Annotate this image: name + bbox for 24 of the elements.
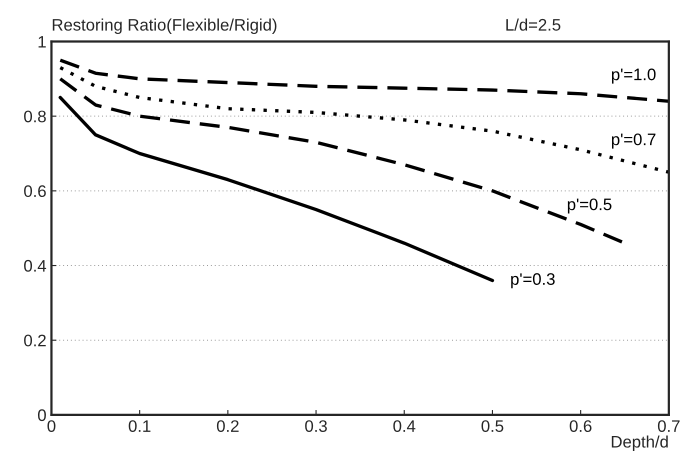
x-tick-label: 0.4 xyxy=(393,420,416,432)
series-label: p'=0.3 xyxy=(511,273,555,288)
x-tick-label: 0.7 xyxy=(658,420,680,432)
y-tick-label: 0.2 xyxy=(24,334,46,346)
y-tick-label: 0.6 xyxy=(24,185,46,198)
y-tick-label: 0 xyxy=(38,409,46,422)
line-series xyxy=(58,66,669,174)
x-tick-label: 0.1 xyxy=(128,420,150,432)
y-tick-label: 1 xyxy=(38,36,46,48)
x-tick-label: 0 xyxy=(47,420,56,432)
x-tick-label: 0.2 xyxy=(216,420,239,432)
x-tick-label: 0.5 xyxy=(482,420,504,432)
x-tick-label: 0.6 xyxy=(570,420,592,432)
text: L/d=2.5 xyxy=(506,18,560,31)
x-axis-title: Depth/d xyxy=(612,435,668,451)
y-axis-title: Restoring Ratio(Flexible/Rigid) xyxy=(52,18,276,34)
series-label: p'=0.7 xyxy=(612,133,656,149)
line-series xyxy=(58,96,494,282)
x-tick-label: 0.3 xyxy=(305,420,327,432)
series-label: p'=1.0 xyxy=(612,68,656,84)
y-tick-label: 0.4 xyxy=(24,260,46,272)
series-label: p'=0.5 xyxy=(568,198,612,214)
line-series xyxy=(58,58,669,103)
y-tick-label: 0.8 xyxy=(24,110,46,122)
